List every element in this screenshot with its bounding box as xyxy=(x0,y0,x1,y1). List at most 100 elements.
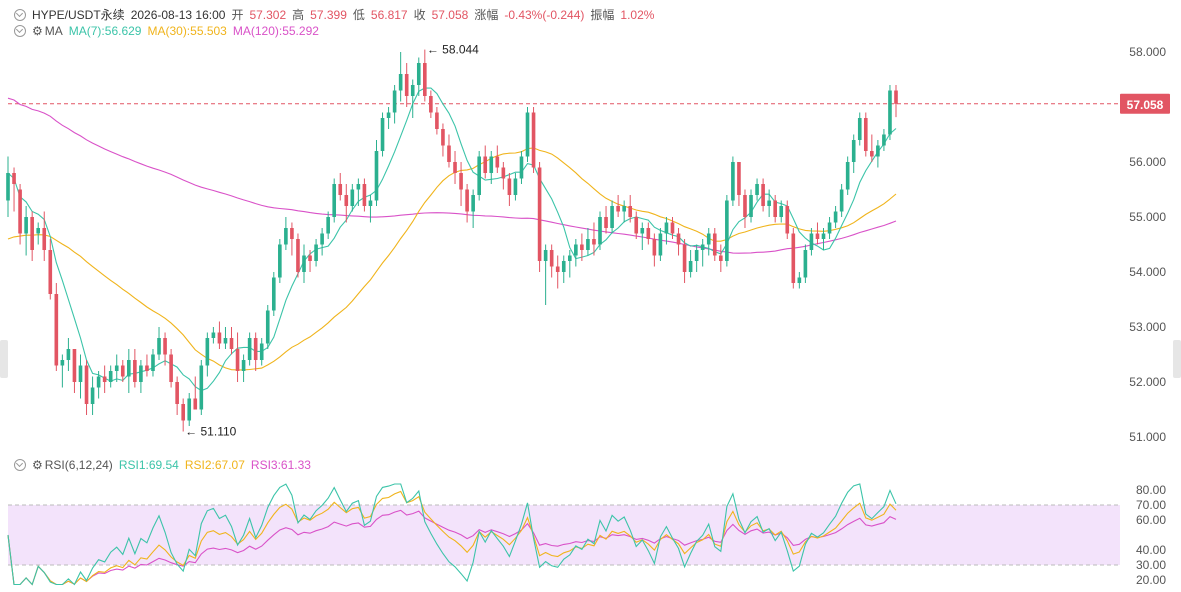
candle-body xyxy=(30,217,34,250)
candle-body xyxy=(694,250,699,261)
candle-body xyxy=(435,112,439,129)
candle-body xyxy=(537,167,542,261)
candle-body xyxy=(845,162,850,190)
open-label: 开 xyxy=(231,8,244,22)
candle-body xyxy=(876,145,880,157)
candle-body xyxy=(489,156,494,173)
candle-body xyxy=(278,244,282,278)
ma7-line xyxy=(7,87,897,392)
candle-body xyxy=(767,200,771,206)
candle-body xyxy=(151,354,155,371)
candle-body xyxy=(634,217,639,234)
candle-body xyxy=(555,266,560,272)
candle-body xyxy=(6,173,10,201)
datetime-label: 2026-08-13 16:00 xyxy=(130,7,226,22)
ma7-legend: MA(7):56.629 xyxy=(68,24,142,38)
candle-body xyxy=(54,294,59,366)
ma-collapse-icon[interactable] xyxy=(14,25,26,37)
candle-body xyxy=(374,151,379,201)
candle-body xyxy=(344,195,349,206)
rsi3-legend: RSI3:61.33 xyxy=(250,458,311,472)
candle-body xyxy=(839,189,844,212)
candle-body xyxy=(851,140,856,162)
candle-body xyxy=(139,365,143,382)
rsi-axis-tick: 80.00 xyxy=(1136,483,1166,497)
candle-body xyxy=(24,217,28,234)
candle-body xyxy=(586,239,590,250)
candle-body xyxy=(308,255,312,261)
candle-body xyxy=(483,156,488,173)
candle-body xyxy=(827,222,832,234)
candle-body xyxy=(60,360,65,366)
collapse-toggle-icon[interactable] xyxy=(14,8,26,21)
candle-body xyxy=(725,200,729,261)
candle-body xyxy=(791,233,796,283)
candle-body xyxy=(616,206,620,212)
rsi-collapse-icon[interactable] xyxy=(14,459,26,471)
rsi1-legend: RSI1:69.54 xyxy=(118,458,179,472)
candle-body xyxy=(519,156,524,179)
ohlc-header: HYPE/USDT永续 2026-08-13 16:00 开 57.302 高 … xyxy=(14,6,660,23)
candle-body xyxy=(761,184,765,206)
rsi-axis-tick: 40.00 xyxy=(1136,543,1166,557)
candle-body xyxy=(338,184,343,195)
candle-body xyxy=(284,228,288,245)
candle-body xyxy=(96,376,101,388)
candle-body xyxy=(731,162,735,201)
candle-body xyxy=(441,129,445,146)
candle-body xyxy=(495,156,500,168)
ma30-legend: MA(30):55.503 xyxy=(147,24,227,38)
open-value: 57.302 xyxy=(249,7,287,22)
candle-body xyxy=(737,162,741,195)
high-label: 高 xyxy=(292,8,305,22)
candle-body xyxy=(133,360,137,382)
candle-body xyxy=(398,74,403,91)
left-scroll-handle[interactable] xyxy=(0,340,8,378)
rsi-name: RSI(6,12,24) xyxy=(44,458,113,472)
candle-body xyxy=(314,244,318,261)
rsi-settings-icon[interactable]: ⚙ xyxy=(32,458,43,472)
last-price-tag xyxy=(1120,93,1170,114)
candle-body xyxy=(356,184,361,190)
candle-body xyxy=(386,112,391,118)
price-axis-tick: 56.000 xyxy=(1129,155,1166,169)
candle-body xyxy=(477,156,481,195)
candle-body xyxy=(181,404,185,421)
ma-legend: ⚙ MA MA(7):56.629 MA(30):55.503 MA(120):… xyxy=(14,24,325,38)
last-price-label: 57.058 xyxy=(1127,98,1164,112)
candle-body xyxy=(36,228,41,234)
candle-body xyxy=(882,134,886,146)
candle-body xyxy=(459,173,463,190)
candle-body xyxy=(392,90,397,113)
candle-body xyxy=(507,178,512,195)
price-axis-tick: 53.000 xyxy=(1129,320,1166,334)
ma120-legend: MA(120):55.292 xyxy=(232,24,319,38)
candle-body xyxy=(465,189,469,212)
candle-body xyxy=(199,365,204,410)
right-scroll-handle[interactable] xyxy=(1173,340,1181,378)
candle-body xyxy=(48,250,53,294)
candle-body xyxy=(271,277,276,311)
candle-body xyxy=(18,189,22,234)
rsi-axis-tick: 30.00 xyxy=(1136,558,1166,572)
candle-body xyxy=(549,250,554,267)
ma-settings-icon[interactable]: ⚙ xyxy=(32,24,43,38)
candle-body xyxy=(580,244,584,250)
candle-body xyxy=(175,382,179,404)
candle-body xyxy=(833,211,838,223)
candle-body xyxy=(646,228,651,239)
candle-body xyxy=(815,233,820,239)
candle-body xyxy=(809,233,814,250)
candle-body xyxy=(90,387,95,404)
candle-body xyxy=(610,206,614,228)
change-value: -0.43%(-0.244) xyxy=(504,7,585,22)
candle-body xyxy=(706,233,711,245)
low-label: 低 xyxy=(352,8,365,22)
candle-body xyxy=(797,277,802,283)
candle-body xyxy=(169,354,173,382)
candle-body xyxy=(628,206,633,217)
candle-body xyxy=(749,195,753,217)
candle-body xyxy=(471,195,475,212)
candle-body xyxy=(755,184,759,195)
